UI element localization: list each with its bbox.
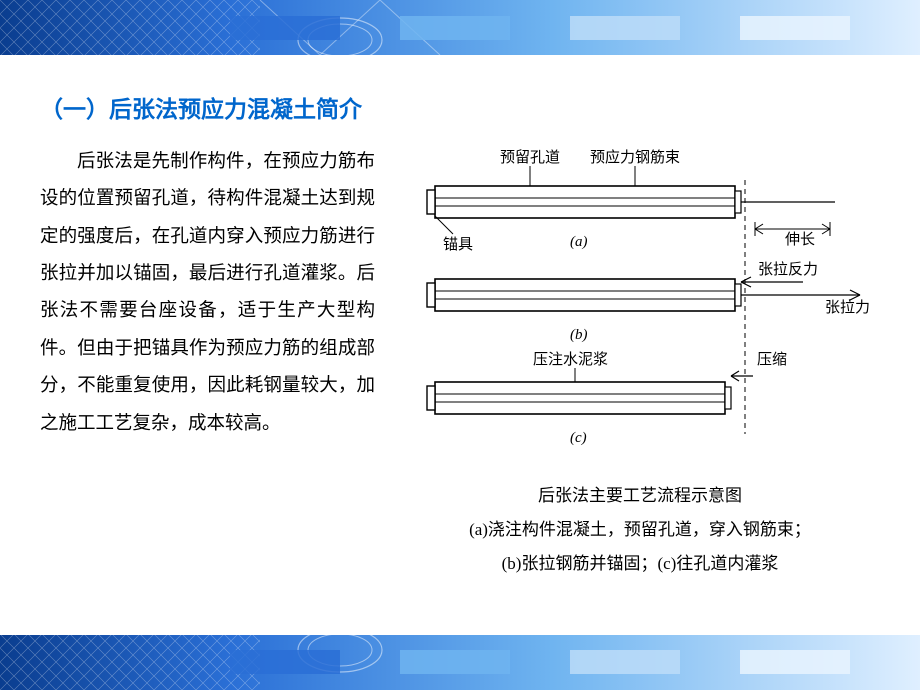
label-duct: 预留孔道: [500, 149, 560, 166]
label-a: (a): [570, 234, 588, 250]
description-paragraph: 后张法是先制作构件，在预应力筋布设的位置预留孔道，待构件混凝土达到规定的强度后，…: [30, 144, 375, 581]
section-heading: （一）后张法预应力混凝土简介: [40, 90, 890, 124]
label-anchor: 锚具: [443, 236, 473, 253]
label-c: (c): [570, 430, 587, 446]
label-grout: 压注水泥浆: [533, 350, 608, 368]
caption-title: 后张法主要工艺流程示意图: [469, 479, 811, 513]
label-elongation: 伸长: [785, 231, 815, 248]
label-compress: 压缩: [757, 351, 787, 368]
label-tendon: 预应力钢筋束: [590, 148, 680, 166]
label-reaction: 张拉反力: [758, 261, 818, 278]
figure-caption: 后张法主要工艺流程示意图 (a)浇注构件混凝土，预留孔道，穿入钢筋束； (b)张…: [469, 479, 811, 581]
top-banner: [0, 0, 920, 55]
process-diagram: 预留孔道 预应力钢筋束: [405, 144, 875, 464]
figure-column: 预留孔道 预应力钢筋束: [390, 144, 890, 581]
caption-line-bc: (b)张拉钢筋并锚固；(c)往孔道内灌浆: [469, 547, 811, 581]
label-tension: 张拉力: [825, 299, 870, 316]
bottom-banner: [0, 635, 920, 690]
label-b: (b): [570, 327, 588, 343]
caption-line-a: (a)浇注构件混凝土，预留孔道，穿入钢筋束；: [469, 513, 811, 547]
slide-content: （一）后张法预应力混凝土简介 后张法是先制作构件，在预应力筋布设的位置预留孔道，…: [0, 55, 920, 635]
body-row: 后张法是先制作构件，在预应力筋布设的位置预留孔道，待构件混凝土达到规定的强度后，…: [30, 144, 890, 581]
